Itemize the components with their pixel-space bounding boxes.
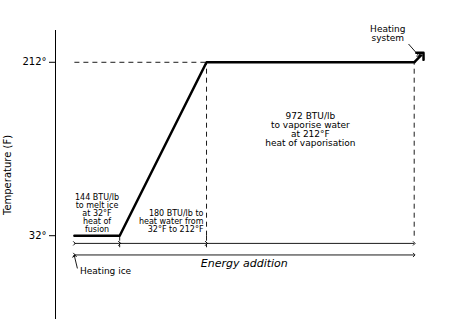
svg-text:212°: 212°: [22, 56, 46, 67]
svg-text:Heatingsystem: Heatingsystem: [370, 24, 405, 43]
svg-text:972 BTU/lbto vaporise waterat: 972 BTU/lbto vaporise waterat 212°Fheat …: [265, 111, 355, 148]
svg-text:32°: 32°: [29, 230, 47, 241]
svg-text:Energy addition: Energy addition: [201, 257, 288, 270]
svg-text:Heating ice: Heating ice: [80, 266, 132, 276]
svg-text:Temperature (F): Temperature (F): [2, 135, 13, 216]
svg-text:180 BTU/lb toheat water from32: 180 BTU/lb toheat water from32°F to 212°…: [139, 209, 204, 234]
svg-text:144 BTU/lbto melt iceat 32°Fhe: 144 BTU/lbto melt iceat 32°Fheat offusio…: [75, 193, 119, 234]
